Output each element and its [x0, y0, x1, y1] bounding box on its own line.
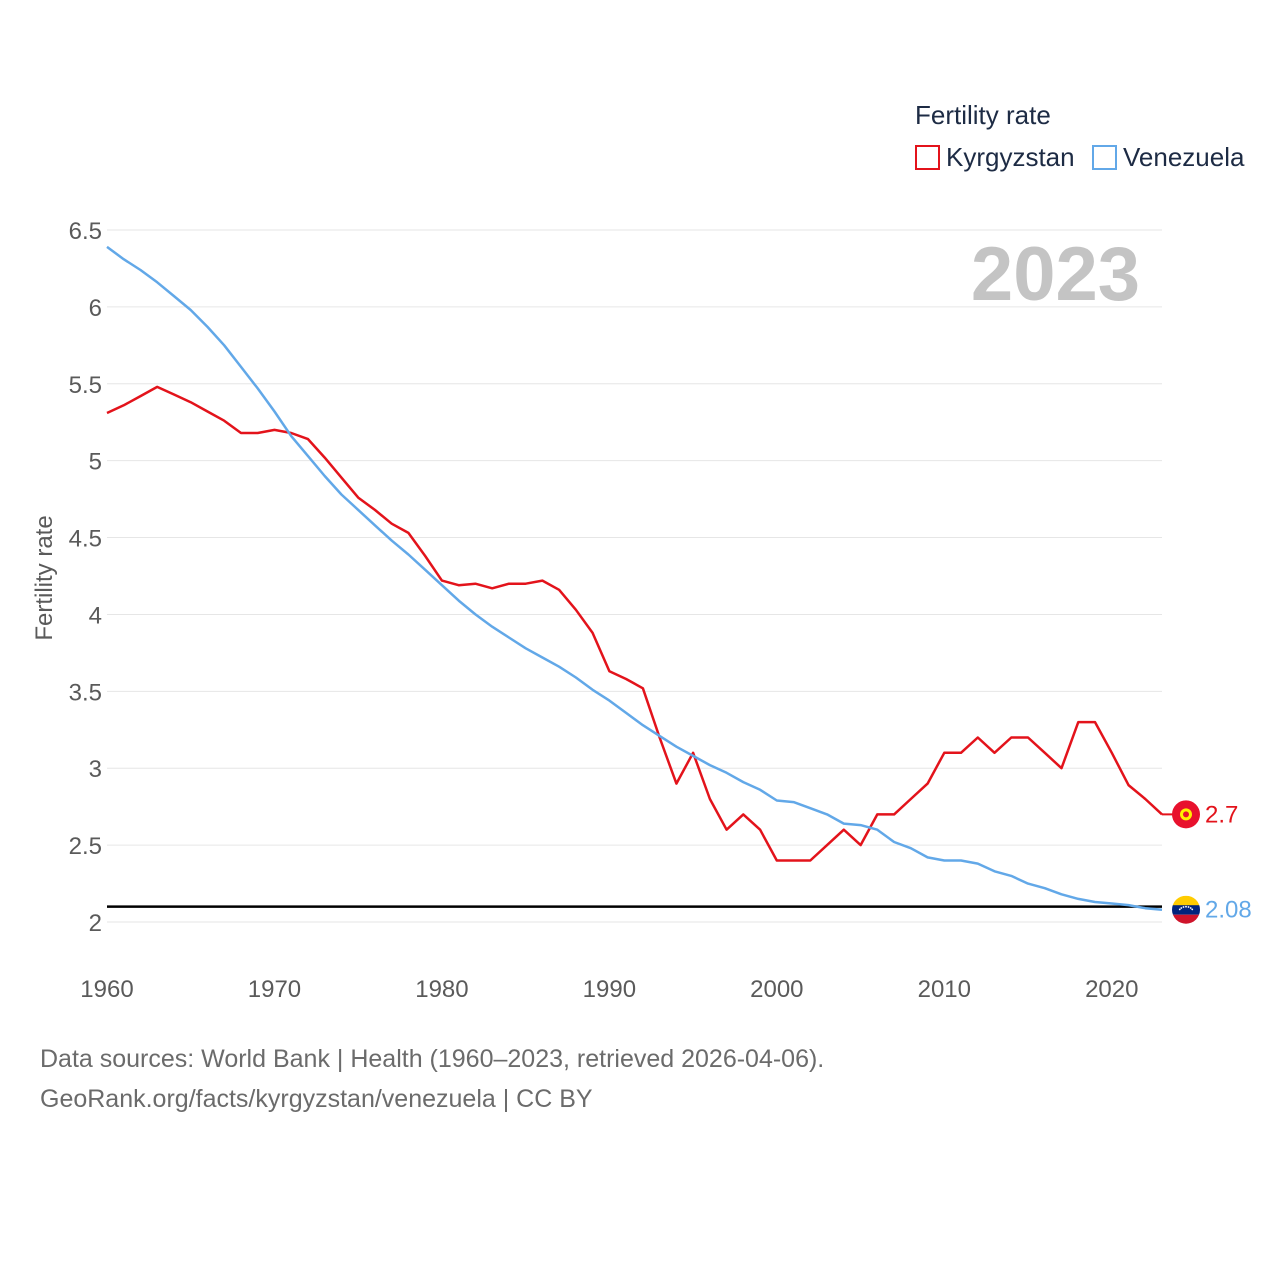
series-lines [106, 245, 1163, 911]
year-label: 2023 [971, 232, 1140, 317]
venezuela-flag [1172, 895, 1200, 924]
legend-title: Fertility rate [915, 100, 1051, 130]
end-value-label-kyrgyzstan: 2.7 [1205, 801, 1238, 828]
x-tick-label: 1980 [415, 976, 468, 1003]
x-tick-label: 1960 [80, 976, 133, 1003]
y-tick-label: 6 [89, 295, 102, 322]
flag-star [1180, 907, 1183, 909]
gridlines [107, 229, 1162, 923]
legend: Fertility rate Kyrgyzstan Venezuela [915, 100, 1245, 172]
data-source-text: Data sources: World Bank | Health (1960–… [40, 1045, 825, 1073]
legend-swatch-venezuela[interactable] [1092, 145, 1117, 170]
end-value-label-venezuela: 2.08 [1205, 897, 1252, 924]
legend-label-venezuela[interactable]: Venezuela [1123, 142, 1245, 172]
attribution-link[interactable]: GeoRank.org/facts/kyrgyzstan/venezuela |… [40, 1085, 593, 1113]
flag-star [1189, 907, 1192, 909]
x-tick-label: 2010 [918, 976, 971, 1003]
y-tick-label: 2.5 [69, 833, 102, 860]
legend-label-kyrgyzstan[interactable]: Kyrgyzstan [946, 142, 1075, 172]
series-line-kyrgyzstan [106, 385, 1163, 862]
flag-stripe-yellow [1172, 895, 1200, 906]
y-axis-label: Fertility rate [31, 515, 58, 640]
y-tick-label: 6.5 [69, 218, 102, 245]
flag-stripe-blue [1172, 905, 1200, 915]
y-axis-ticks: 2 2.5 3 3.5 4 4.5 5 5.5 6 6.5 [69, 218, 102, 937]
y-tick-label: 3 [89, 756, 102, 783]
flag-star [1187, 906, 1190, 908]
y-tick-label: 5.5 [69, 372, 102, 399]
series-line-venezuela [106, 245, 1163, 911]
x-tick-label: 2020 [1085, 976, 1138, 1003]
flag-star [1182, 906, 1185, 908]
y-tick-label: 4 [89, 602, 102, 629]
end-markers: 2.7 2.08 [1162, 800, 1252, 924]
flag-star [1185, 905, 1187, 908]
y-tick-label: 5 [89, 449, 102, 476]
flag-star [1191, 908, 1194, 911]
x-axis-ticks: 1960 1970 1980 1990 2000 2010 2020 [80, 976, 1138, 1003]
flag-sun-center [1183, 811, 1189, 818]
y-tick-label: 2 [89, 910, 102, 937]
y-tick-label: 4.5 [69, 526, 102, 553]
x-tick-label: 1970 [248, 976, 301, 1003]
kyrgyzstan-flag [1162, 800, 1200, 829]
x-tick-label: 1990 [583, 976, 636, 1003]
flag-stripe-red [1172, 914, 1200, 924]
legend-swatch-kyrgyzstan[interactable] [915, 145, 940, 170]
y-tick-label: 3.5 [69, 679, 102, 706]
flag-star [1178, 908, 1181, 911]
x-tick-label: 2000 [750, 976, 803, 1003]
flag-body [1172, 895, 1200, 924]
